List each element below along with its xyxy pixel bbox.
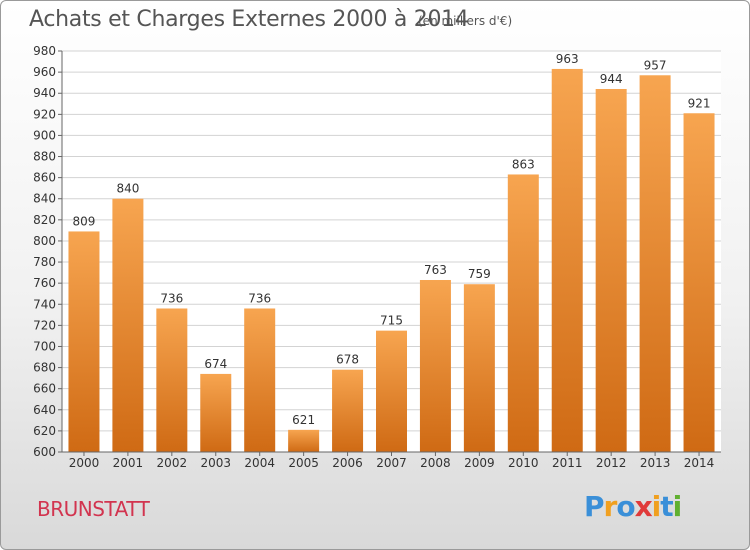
x-tick-label: 2001 [113, 456, 144, 470]
place-label: BRUNSTATT [37, 497, 150, 521]
chart-subtitle: (en milliers d'€) [418, 14, 513, 28]
logo-letter: x [634, 490, 653, 523]
data-label: 759 [468, 267, 491, 281]
y-tick-label: 800 [33, 234, 56, 248]
data-label: 921 [688, 96, 711, 110]
data-label: 674 [204, 357, 227, 371]
x-tick-label: 2007 [376, 456, 407, 470]
x-tick-label: 2014 [684, 456, 715, 470]
logo-letter: o [616, 490, 635, 523]
x-tick-label: 2004 [244, 456, 275, 470]
bar [68, 231, 100, 452]
data-label: 736 [160, 291, 183, 305]
data-label: 863 [512, 157, 535, 171]
x-tick-label: 2011 [552, 456, 583, 470]
y-tick-label: 980 [33, 44, 56, 58]
y-tick-label: 640 [33, 403, 56, 417]
y-tick-label: 880 [33, 150, 56, 164]
bar [683, 113, 715, 452]
y-tick-label: 700 [33, 339, 56, 353]
data-label: 944 [600, 72, 623, 86]
logo-letter: r [603, 490, 618, 523]
bar [507, 174, 539, 452]
data-label: 678 [336, 353, 359, 367]
logo-letter: i [672, 490, 683, 523]
logo-letter: i [651, 490, 662, 523]
proxiti-logo: Proxiti [584, 490, 683, 523]
y-tick-label: 900 [33, 128, 56, 142]
x-tick-label: 2012 [596, 456, 627, 470]
x-tick-label: 2002 [157, 456, 188, 470]
y-tick-label: 740 [33, 297, 56, 311]
x-tick-label: 2013 [640, 456, 671, 470]
y-tick-label: 860 [33, 171, 56, 185]
bar [288, 429, 320, 452]
x-tick-label: 2009 [464, 456, 495, 470]
y-tick-label: 720 [33, 318, 56, 332]
data-label: 809 [73, 214, 96, 228]
x-tick-label: 2000 [69, 456, 100, 470]
data-label: 736 [248, 291, 271, 305]
x-tick-label: 2010 [508, 456, 539, 470]
bar [419, 279, 451, 452]
data-label: 957 [644, 58, 667, 72]
x-tick-label: 2005 [288, 456, 319, 470]
bar [112, 198, 144, 452]
logo-letter: t [660, 490, 673, 523]
data-label: 621 [292, 413, 315, 427]
y-tick-label: 840 [33, 192, 56, 206]
logo-letter: P [584, 490, 605, 523]
bar [551, 68, 583, 452]
x-tick-label: 2003 [200, 456, 231, 470]
y-tick-label: 680 [33, 361, 56, 375]
data-label: 763 [424, 263, 447, 277]
y-tick-label: 920 [33, 107, 56, 121]
y-tick-label: 780 [33, 255, 56, 269]
data-label: 715 [380, 314, 403, 328]
bar [332, 369, 364, 452]
bar [156, 308, 188, 452]
x-tick-label: 2006 [332, 456, 363, 470]
data-label: 840 [116, 182, 139, 196]
bar [595, 88, 627, 452]
x-tick-label: 2008 [420, 456, 451, 470]
chart-title: Achats et Charges Externes 2000 à 2014 [29, 7, 469, 32]
bar [244, 308, 276, 452]
bar [463, 284, 495, 452]
bar [200, 373, 232, 452]
y-tick-label: 760 [33, 276, 56, 290]
bar [639, 75, 671, 452]
data-label: 963 [556, 52, 579, 66]
y-tick-label: 620 [33, 424, 56, 438]
y-tick-label: 660 [33, 382, 56, 396]
y-tick-label: 960 [33, 65, 56, 79]
y-tick-label: 940 [33, 86, 56, 100]
bar [376, 330, 407, 452]
y-tick-label: 820 [33, 213, 56, 227]
y-tick-label: 600 [33, 445, 56, 459]
